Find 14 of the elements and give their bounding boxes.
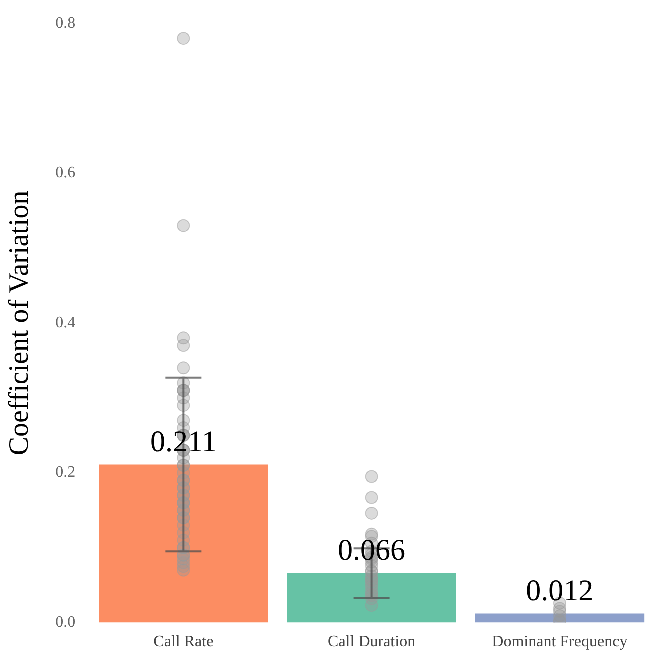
y-axis-title: Coefficient of Variation bbox=[4, 190, 36, 456]
bar bbox=[99, 464, 268, 623]
x-tick-label: Call Duration bbox=[328, 634, 416, 651]
y-tick-label: 0.6 bbox=[56, 164, 76, 182]
x-tick-label: Dominant Frequency bbox=[492, 634, 628, 651]
data-label: 0.012 bbox=[526, 574, 594, 608]
y-tick-label: 0.2 bbox=[56, 464, 76, 482]
x-tick-label: Call Rate bbox=[154, 634, 214, 651]
bar bbox=[287, 573, 456, 623]
y-tick-label: 0.4 bbox=[56, 314, 76, 332]
y-tick-label: 0.8 bbox=[56, 14, 76, 32]
data-label: 0.066 bbox=[338, 534, 406, 568]
data-label: 0.211 bbox=[150, 426, 217, 459]
y-tick-label: 0.0 bbox=[56, 614, 76, 632]
